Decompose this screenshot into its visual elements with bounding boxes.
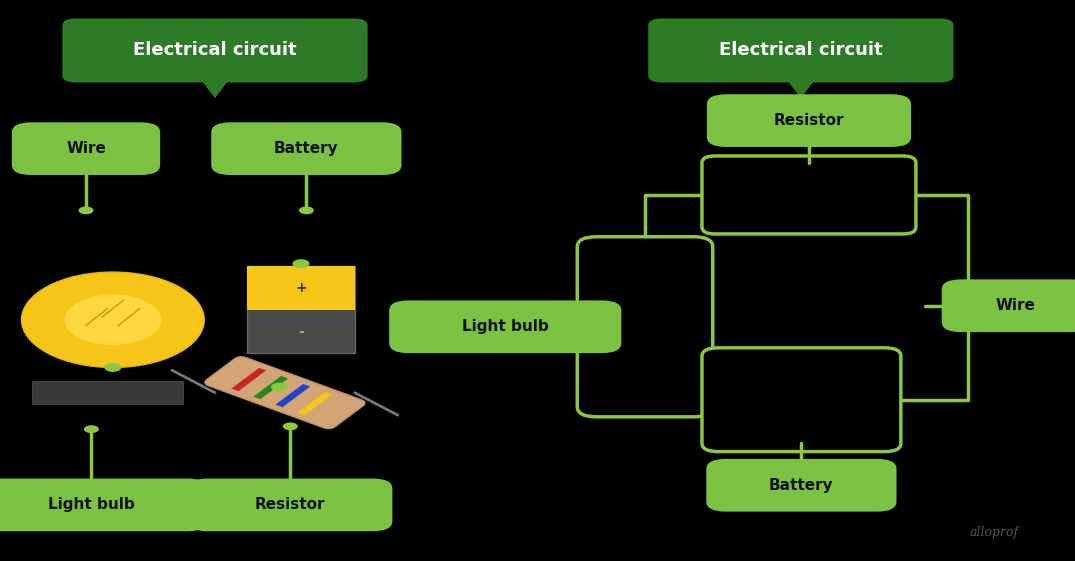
Text: Battery: Battery — [769, 478, 834, 493]
Polygon shape — [275, 384, 311, 407]
FancyBboxPatch shape — [648, 19, 954, 82]
Text: Wire: Wire — [66, 141, 106, 156]
FancyBboxPatch shape — [702, 348, 901, 452]
FancyBboxPatch shape — [0, 479, 207, 531]
Text: -: - — [298, 325, 304, 339]
FancyBboxPatch shape — [12, 122, 160, 175]
FancyBboxPatch shape — [204, 357, 366, 429]
Text: Battery: Battery — [274, 141, 339, 156]
Text: Light bulb: Light bulb — [462, 319, 548, 334]
FancyBboxPatch shape — [247, 266, 355, 353]
Polygon shape — [298, 392, 332, 415]
Text: Resistor: Resistor — [774, 113, 844, 128]
Polygon shape — [254, 376, 288, 399]
FancyBboxPatch shape — [706, 459, 897, 512]
Polygon shape — [231, 368, 267, 391]
Text: alloprof: alloprof — [970, 526, 1019, 540]
Text: Light bulb: Light bulb — [48, 498, 134, 512]
FancyBboxPatch shape — [211, 122, 402, 175]
Circle shape — [271, 383, 288, 392]
Polygon shape — [784, 76, 818, 98]
Text: +: + — [296, 281, 306, 295]
FancyBboxPatch shape — [62, 19, 368, 82]
FancyBboxPatch shape — [247, 266, 355, 310]
Circle shape — [104, 363, 121, 372]
Circle shape — [283, 422, 298, 430]
Text: Electrical circuit: Electrical circuit — [133, 42, 297, 59]
FancyBboxPatch shape — [188, 479, 392, 531]
Circle shape — [22, 272, 204, 367]
Circle shape — [292, 259, 310, 268]
Circle shape — [947, 302, 962, 310]
Circle shape — [78, 206, 94, 214]
Text: Wire: Wire — [995, 298, 1036, 313]
Text: Resistor: Resistor — [255, 498, 326, 512]
Circle shape — [84, 425, 99, 433]
FancyBboxPatch shape — [707, 94, 912, 147]
FancyBboxPatch shape — [577, 237, 713, 417]
Polygon shape — [32, 381, 183, 404]
FancyBboxPatch shape — [942, 279, 1075, 332]
Circle shape — [64, 295, 161, 345]
FancyBboxPatch shape — [389, 301, 621, 353]
FancyBboxPatch shape — [702, 156, 916, 234]
Polygon shape — [198, 76, 232, 98]
Text: Electrical circuit: Electrical circuit — [719, 42, 883, 59]
Circle shape — [299, 206, 314, 214]
